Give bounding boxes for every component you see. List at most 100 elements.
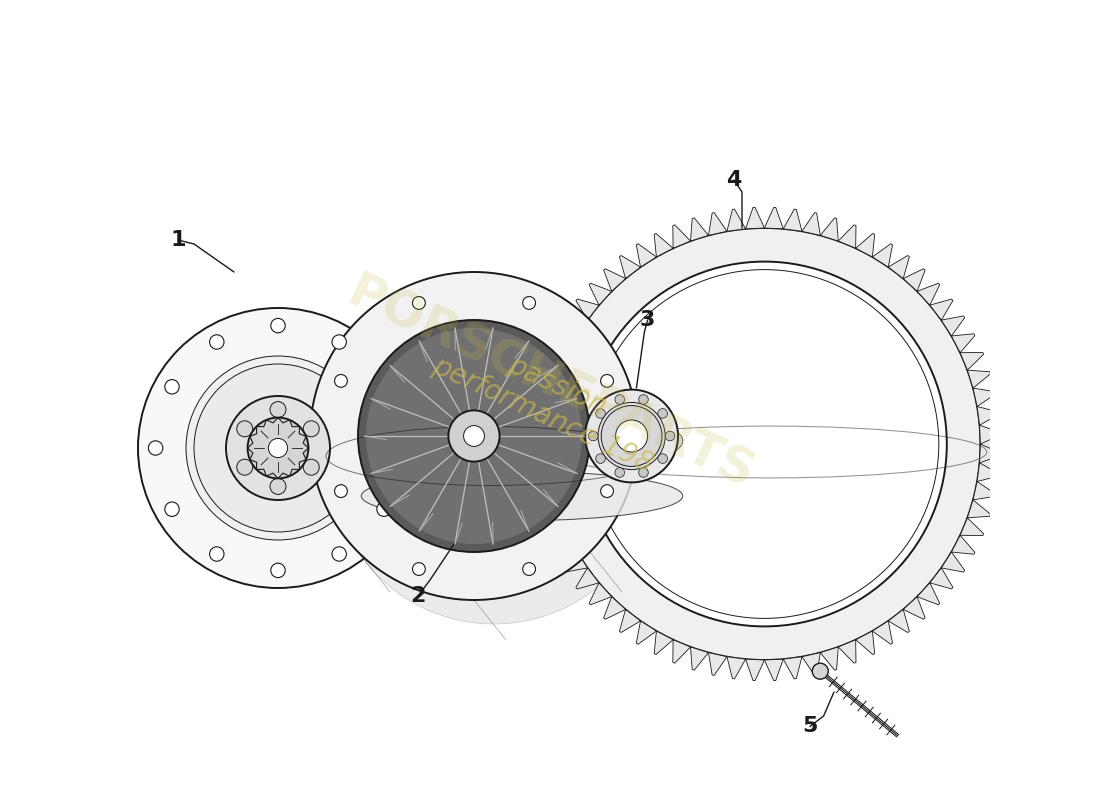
Circle shape (210, 334, 224, 349)
Polygon shape (673, 225, 691, 248)
Circle shape (522, 562, 536, 575)
Polygon shape (977, 463, 999, 482)
Circle shape (304, 421, 319, 437)
Polygon shape (538, 500, 561, 518)
Polygon shape (619, 255, 640, 278)
Polygon shape (604, 597, 626, 619)
Circle shape (601, 485, 614, 498)
Circle shape (330, 296, 658, 624)
Polygon shape (980, 425, 1001, 444)
Polygon shape (952, 334, 975, 353)
Polygon shape (838, 225, 856, 248)
Polygon shape (529, 463, 552, 482)
Polygon shape (942, 552, 965, 572)
Circle shape (449, 410, 499, 462)
Circle shape (268, 438, 287, 458)
Polygon shape (554, 535, 578, 554)
Polygon shape (960, 353, 983, 370)
Polygon shape (802, 653, 821, 675)
Text: 2: 2 (410, 586, 426, 606)
Polygon shape (546, 518, 569, 535)
Circle shape (332, 334, 346, 349)
Polygon shape (930, 568, 953, 589)
Polygon shape (783, 209, 802, 231)
Polygon shape (708, 213, 727, 235)
Text: 5: 5 (802, 717, 817, 736)
Polygon shape (546, 353, 569, 370)
Polygon shape (856, 234, 875, 257)
Polygon shape (974, 482, 996, 500)
Circle shape (601, 374, 614, 387)
Polygon shape (529, 406, 552, 425)
Circle shape (615, 468, 625, 478)
Polygon shape (654, 234, 673, 257)
Polygon shape (564, 316, 587, 336)
Circle shape (658, 454, 668, 463)
Polygon shape (783, 657, 802, 679)
Text: passion
performance 198: passion performance 198 (429, 322, 671, 478)
Circle shape (598, 402, 666, 470)
Circle shape (596, 454, 605, 463)
Polygon shape (967, 370, 990, 388)
Circle shape (138, 308, 418, 588)
Polygon shape (691, 647, 708, 670)
Circle shape (666, 431, 674, 441)
Circle shape (549, 228, 980, 660)
Text: 1: 1 (170, 230, 186, 250)
Polygon shape (691, 218, 708, 241)
Polygon shape (821, 647, 838, 670)
Polygon shape (903, 269, 925, 291)
Polygon shape (802, 213, 821, 235)
Circle shape (304, 459, 319, 475)
Polygon shape (528, 444, 549, 463)
Polygon shape (889, 610, 910, 633)
Ellipse shape (154, 438, 434, 499)
Polygon shape (590, 283, 612, 305)
Circle shape (148, 441, 163, 455)
Polygon shape (538, 370, 561, 388)
Polygon shape (764, 659, 783, 681)
Polygon shape (903, 597, 925, 619)
Circle shape (377, 502, 392, 517)
Polygon shape (534, 388, 556, 406)
Polygon shape (673, 640, 691, 663)
Text: 3: 3 (640, 310, 656, 330)
Circle shape (165, 502, 179, 517)
Ellipse shape (590, 422, 683, 459)
Circle shape (393, 441, 408, 455)
Circle shape (270, 402, 286, 418)
Polygon shape (590, 583, 612, 605)
Circle shape (658, 409, 668, 418)
Polygon shape (967, 500, 990, 518)
Polygon shape (636, 244, 657, 267)
Circle shape (358, 320, 590, 552)
Circle shape (582, 262, 947, 626)
Circle shape (412, 297, 426, 310)
Polygon shape (528, 425, 549, 444)
Polygon shape (872, 621, 892, 644)
Polygon shape (727, 209, 746, 231)
Circle shape (226, 396, 330, 500)
Circle shape (210, 547, 224, 562)
Polygon shape (564, 552, 587, 572)
Polygon shape (534, 482, 556, 500)
Ellipse shape (361, 471, 683, 521)
Polygon shape (727, 657, 746, 679)
Ellipse shape (535, 414, 1013, 498)
Polygon shape (889, 255, 910, 278)
Polygon shape (654, 631, 673, 654)
Polygon shape (930, 299, 953, 320)
Circle shape (332, 547, 346, 562)
Circle shape (377, 380, 392, 394)
Polygon shape (576, 299, 598, 320)
Circle shape (522, 297, 536, 310)
Circle shape (236, 421, 253, 437)
Polygon shape (838, 640, 856, 663)
Polygon shape (764, 207, 783, 229)
Text: 4: 4 (726, 170, 741, 190)
Circle shape (615, 394, 625, 404)
Polygon shape (746, 207, 764, 229)
Polygon shape (872, 244, 892, 267)
Circle shape (186, 356, 370, 540)
Polygon shape (619, 610, 640, 633)
